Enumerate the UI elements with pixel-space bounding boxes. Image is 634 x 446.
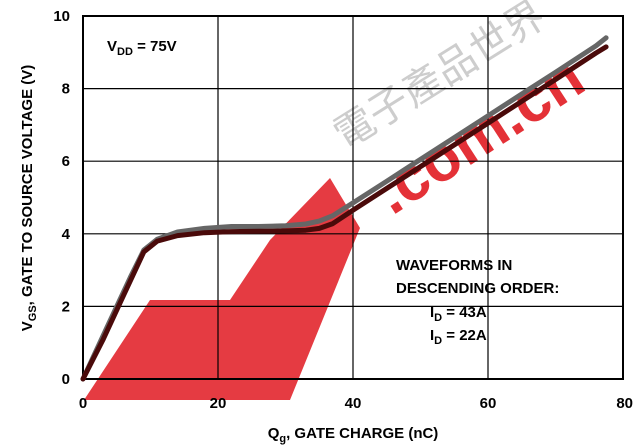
y-tick-label: 10 xyxy=(53,8,70,25)
y-tick-label: 6 xyxy=(62,153,70,170)
legend-item-22a: ID = 22A xyxy=(430,327,487,347)
y-axis-label: VGS, GATE TO SOURCE VOLTAGE (V) xyxy=(19,65,39,332)
y-tick-labels: 0 2 4 6 8 10 xyxy=(53,8,70,388)
x-tick-label: 0 xyxy=(79,395,87,412)
x-tick-labels: 0 20 40 60 80 xyxy=(79,395,633,412)
series-layer xyxy=(80,35,609,382)
plot-frame xyxy=(82,15,624,380)
watermark: .com.cn 電子產品世界 xyxy=(84,0,596,400)
y-tick-label: 2 xyxy=(62,298,70,315)
legend-title-line-2: DESCENDING ORDER: xyxy=(396,280,559,297)
vdd-annotation: VDD = 75V xyxy=(107,38,177,58)
y-tick-label: 0 xyxy=(62,371,70,388)
y-tick-label: 8 xyxy=(62,81,70,98)
x-tick-label: 80 xyxy=(616,395,633,412)
x-axis-label: Qg, GATE CHARGE (nC) xyxy=(268,425,439,445)
legend-item-43a: ID = 43A xyxy=(430,304,487,324)
x-tick-label: 20 xyxy=(210,395,227,412)
legend-title-line-1: WAVEFORMS IN xyxy=(396,257,512,274)
series-line-id-22a xyxy=(80,44,609,382)
y-tick-label: 4 xyxy=(62,226,71,243)
x-tick-label: 60 xyxy=(480,395,497,412)
x-tick-label: 40 xyxy=(345,395,362,412)
legend: WAVEFORMS IN DESCENDING ORDER: ID = 43A … xyxy=(396,257,559,347)
